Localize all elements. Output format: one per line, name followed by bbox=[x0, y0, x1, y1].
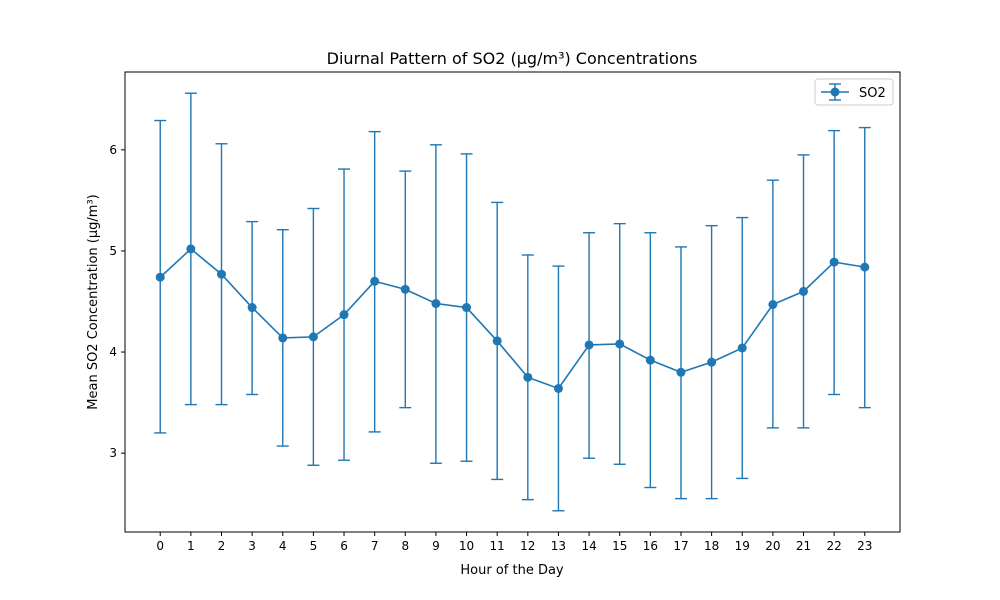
x-axis-label: Hour of the Day bbox=[460, 563, 564, 578]
y-tick-label: 5 bbox=[109, 244, 117, 258]
x-tick-label: 21 bbox=[796, 539, 811, 553]
data-point bbox=[707, 357, 717, 367]
data-point bbox=[339, 310, 349, 320]
plot-area-frame bbox=[124, 71, 901, 533]
x-tick-label: 16 bbox=[643, 539, 658, 553]
data-point bbox=[492, 336, 502, 346]
y-tick-label: 6 bbox=[109, 143, 117, 157]
x-tick-label: 20 bbox=[765, 539, 780, 553]
x-tick-label: 4 bbox=[279, 539, 287, 553]
series-line-so2 bbox=[159, 247, 865, 390]
x-tick-label: 23 bbox=[857, 539, 872, 553]
x-axis: 0 1 2 3 4 5 6 7 8 9 10 11 12 13 14 15 16 17 18 19 20 21 22 23 bbox=[156, 532, 872, 553]
legend-marker bbox=[830, 87, 840, 97]
data-point bbox=[216, 269, 226, 279]
legend-label-so2: SO2 bbox=[859, 86, 886, 101]
data-point bbox=[400, 284, 410, 294]
x-tick-label: 8 bbox=[401, 539, 409, 553]
x-tick-label: 14 bbox=[581, 539, 596, 553]
data-point bbox=[799, 286, 809, 296]
y-tick-label: 3 bbox=[109, 446, 117, 460]
data-point bbox=[737, 343, 747, 353]
data-point bbox=[155, 272, 165, 282]
x-tick-label: 11 bbox=[490, 539, 505, 553]
data-point bbox=[308, 332, 318, 342]
x-tick-label: 12 bbox=[520, 539, 535, 553]
data-point bbox=[584, 340, 594, 350]
data-point bbox=[523, 372, 533, 382]
x-tick-label: 5 bbox=[310, 539, 318, 553]
data-point bbox=[186, 244, 196, 254]
y-tick-label: 4 bbox=[109, 345, 117, 359]
x-tick-label: 6 bbox=[340, 539, 348, 553]
data-point bbox=[247, 303, 257, 313]
x-tick-label: 13 bbox=[551, 539, 566, 553]
data-point bbox=[860, 262, 870, 272]
x-tick-label: 17 bbox=[673, 539, 688, 553]
error-bars bbox=[154, 92, 871, 512]
x-tick-label: 19 bbox=[735, 539, 750, 553]
data-point bbox=[645, 355, 655, 365]
x-tick-label: 2 bbox=[218, 539, 226, 553]
x-tick-label: 1 bbox=[187, 539, 195, 553]
y-axis-label: Mean SO2 Concentration (µg/m³) bbox=[86, 194, 101, 409]
x-tick-label: 3 bbox=[248, 539, 256, 553]
x-tick-label: 18 bbox=[704, 539, 719, 553]
data-point bbox=[829, 257, 839, 267]
data-point bbox=[615, 339, 625, 349]
data-point bbox=[278, 333, 288, 343]
x-tick-label: 10 bbox=[459, 539, 474, 553]
data-point bbox=[431, 299, 441, 309]
x-tick-label: 9 bbox=[432, 539, 440, 553]
x-tick-label: 7 bbox=[371, 539, 379, 553]
x-tick-label: 0 bbox=[156, 539, 164, 553]
data-point bbox=[553, 383, 563, 393]
data-points bbox=[155, 244, 870, 393]
chart-title: Diurnal Pattern of SO2 (µg/m³) Concentra… bbox=[327, 49, 698, 68]
y-axis: 3 4 5 6 bbox=[109, 143, 125, 460]
data-point bbox=[462, 303, 472, 313]
data-point bbox=[370, 276, 380, 286]
data-point bbox=[676, 367, 686, 377]
legend: SO2 bbox=[814, 78, 894, 106]
x-tick-label: 15 bbox=[612, 539, 627, 553]
data-point bbox=[768, 300, 778, 310]
x-tick-label: 22 bbox=[826, 539, 841, 553]
